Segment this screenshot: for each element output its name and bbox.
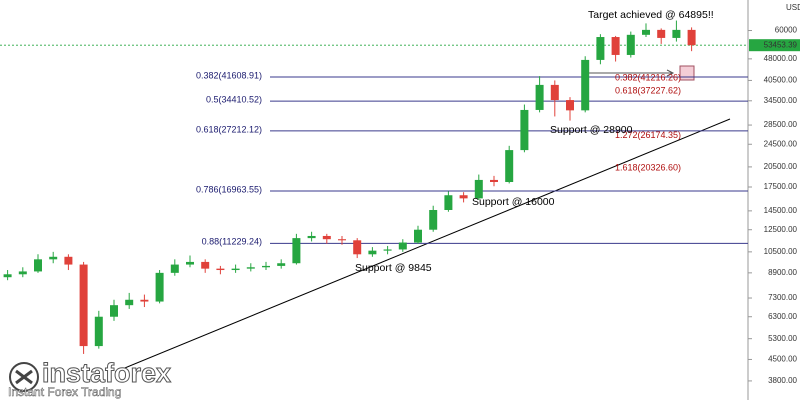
candle-body [186,261,194,265]
candle-body [535,84,544,110]
candle-body [459,195,468,199]
candle-body [414,229,422,243]
candle-body [505,150,514,183]
logo-tagline: Instant Forex Trading [8,385,121,399]
logo-icon-mark [15,369,33,385]
arrow-head [666,69,675,77]
candle-body [581,59,590,111]
candle-body [611,37,620,55]
candle-body [642,29,650,35]
candle-body [155,272,164,302]
candle-body [672,29,681,38]
candle-body [3,274,12,278]
y-tick-label: 6300.00 [768,312,797,321]
y-tick-label: 34500.00 [764,96,798,105]
fib-projection-label: 0.618(37227.62) [615,86,681,96]
candle-body [94,316,103,347]
candle-body [338,239,346,241]
fib-projection-label: 0.382(41216.26) [615,73,681,83]
y-tick-label: 5300.00 [768,334,797,343]
fib-projection-label: 1.618(20326.60) [615,162,681,172]
logo-name: instaforex [42,358,171,388]
fib-label: 0.618(27212.12) [196,124,262,134]
candle-body [368,250,377,255]
candle-body [687,29,696,46]
last-price-label: 53453.39 [764,40,798,49]
y-tick-label: 8900.00 [768,268,797,277]
fib-label: 0.5(34410.52) [206,94,262,104]
candle-body [110,305,118,317]
annotation: Support @ 28900 [550,124,633,136]
annotation: Support @ 16000 [472,196,555,208]
candle-body [64,256,73,265]
candle-body [657,29,666,38]
fib-projection-label: 1.272(26174.35) [615,130,681,140]
annotation: Target achieved @ 64895!! [588,9,714,21]
candle-body [566,100,574,111]
candle-body [520,109,529,151]
logo: instaforex Instant Forex Trading [8,358,172,400]
y-tick-label: 60000 [775,26,798,35]
candle-body [398,242,407,250]
candle-body [125,299,134,306]
candle-body [262,265,270,268]
y-tick-label: 4500.00 [768,355,797,364]
candle-body [140,299,149,302]
y-tick-label: 10500.00 [764,247,798,256]
last-price-box [749,39,800,52]
y-tick-label: 20500.00 [764,162,798,171]
candle-body [383,249,392,251]
y-tick-label: 14500.00 [764,206,798,215]
candle-body [277,263,286,266]
y-tick-label: 12500.00 [764,225,798,234]
fib-label: 0.786(16963.55) [196,184,262,194]
candle-body [201,261,210,269]
candle-body [292,238,301,264]
candle-body [307,235,316,239]
candle-body [231,268,240,271]
target-box [679,65,695,81]
y-tick-label: 17500.00 [764,182,798,191]
candle-body [49,256,58,260]
annotation: Support @ 9845 [355,262,432,274]
fib-label: 0.88(11229.24) [202,237,262,247]
candle-body [596,37,605,60]
candle-body [353,240,362,255]
candle-body [474,179,483,199]
candle-body [170,264,179,273]
y-tick-label: 3800.00 [768,376,797,385]
y-tick-label: 40500.00 [764,76,798,85]
candle-body [216,268,225,271]
fib-label: 0.382(41608.91) [196,70,262,80]
candle-body [490,179,498,183]
candle-body [322,235,331,240]
candle-body [34,259,42,272]
candle-body [550,84,559,101]
trendline [114,118,731,373]
candle-body [444,195,453,210]
y-tick-label: 28500.00 [764,120,798,129]
currency: USD [786,3,800,12]
y-tick-label: 48000.00 [764,54,798,63]
candle-body [246,267,255,269]
candle-body [626,34,635,55]
candle-body [18,271,27,275]
y-tick-label: 24500.00 [764,139,798,148]
candle-body [79,264,88,347]
candle-body [429,209,438,230]
y-tick-label: 7300.00 [768,293,797,302]
